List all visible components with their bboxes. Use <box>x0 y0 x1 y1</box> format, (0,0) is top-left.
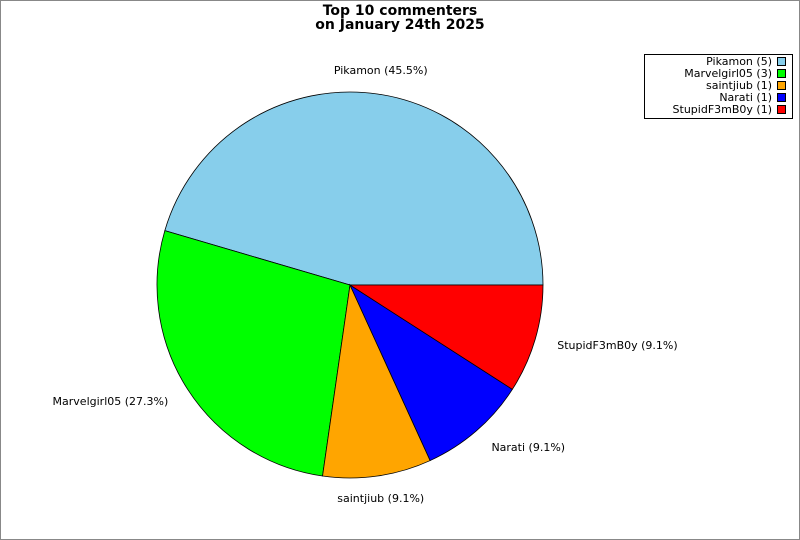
slice-label: StupidF3mB0y (9.1%) <box>557 339 677 352</box>
legend-label: Marvelgirl05 (3) <box>684 67 772 80</box>
pie-slice <box>156 230 351 477</box>
slice-label: Pikamon (45.5%) <box>334 64 428 77</box>
legend-box <box>644 54 793 119</box>
legend-swatch <box>777 69 786 78</box>
legend-label: Pikamon (5) <box>706 55 772 68</box>
legend-swatch <box>777 93 786 102</box>
legend-label: StupidF3mB0y (1) <box>673 103 772 116</box>
legend-swatch <box>777 57 786 66</box>
legend-swatch <box>777 105 786 114</box>
pie-slice <box>322 283 431 479</box>
legend-label: saintjiub (1) <box>706 79 772 92</box>
slice-label: Marvelgirl05 (27.3%) <box>53 395 169 408</box>
legend-swatch <box>777 81 786 90</box>
legend-label: Narati (1) <box>719 91 772 104</box>
pie-slice <box>348 284 544 390</box>
chart-title: Top 10 commenters <box>323 3 478 19</box>
pie-slice <box>164 91 544 286</box>
chart-subtitle: on January 24th 2025 <box>315 17 484 33</box>
slice-label: Narati (9.1%) <box>491 441 565 454</box>
pie-slice <box>349 283 513 462</box>
slice-label: saintjiub (9.1%) <box>337 492 424 505</box>
